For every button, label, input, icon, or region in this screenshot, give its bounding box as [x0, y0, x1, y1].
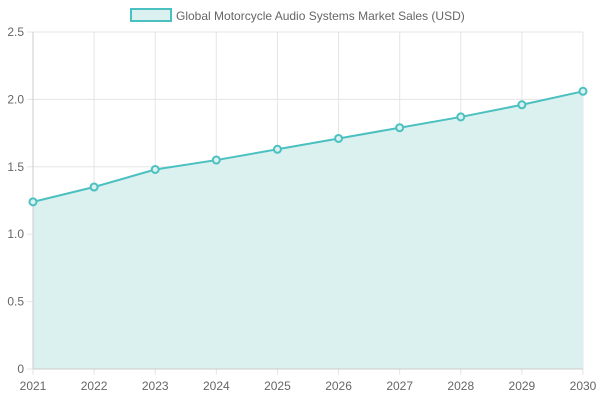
x-tick-label: 2024	[203, 379, 230, 393]
y-tick-label: 1.5	[7, 160, 24, 174]
area-fill	[33, 91, 583, 369]
x-tick-label: 2022	[81, 379, 108, 393]
x-tick-label: 2029	[509, 379, 536, 393]
y-tick-label: 2.5	[7, 25, 24, 39]
data-point	[272, 144, 282, 154]
data-point	[395, 123, 405, 133]
x-tick-label: 2023	[142, 379, 169, 393]
data-point	[211, 155, 221, 165]
x-tick-label: 2025	[264, 379, 291, 393]
data-point	[517, 100, 527, 110]
x-tick-label: 2026	[325, 379, 352, 393]
data-point	[28, 197, 38, 207]
legend-label: Global Motorcycle Audio Systems Market S…	[176, 9, 465, 23]
series-line	[32, 90, 584, 203]
data-point	[334, 133, 344, 143]
y-tick-label: 2.0	[7, 92, 24, 106]
legend[interactable]: Global Motorcycle Audio Systems Market S…	[130, 8, 465, 23]
y-tick-label: 1.0	[7, 227, 24, 241]
data-point	[578, 86, 588, 96]
axes: 0 0.5 1.0 1.5 2.0 2.5 2021 2022 2023 2024 2025 2026…	[7, 25, 596, 393]
series-area	[32, 90, 584, 369]
y-tick-label: 0.5	[7, 295, 24, 309]
y-tick-label: 0	[17, 362, 24, 376]
data-point	[150, 164, 160, 174]
data-point	[456, 112, 466, 122]
legend-swatch	[130, 8, 172, 22]
data-points	[28, 86, 588, 207]
x-tick-label: 2030	[570, 379, 597, 393]
x-tick-label: 2021	[20, 379, 47, 393]
x-tick-label: 2028	[447, 379, 474, 393]
data-point	[89, 182, 99, 192]
x-tick-label: 2027	[386, 379, 413, 393]
